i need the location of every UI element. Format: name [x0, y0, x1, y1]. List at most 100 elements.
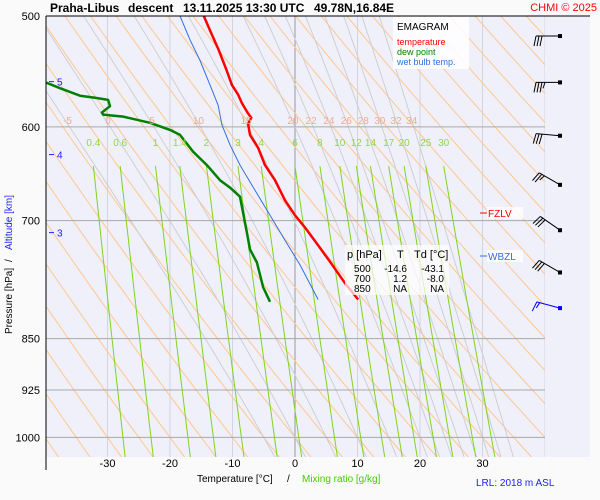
- dry-adiabat-line: [46, 221, 217, 457]
- dry-adiabat-line: [423, 16, 545, 153]
- wind-barb-feather: [532, 133, 537, 144]
- wind-barb-feather: [539, 175, 545, 181]
- wind-barb-feather: [536, 35, 540, 47]
- dry-adiabat-line: [46, 140, 280, 457]
- dry-adiabat-line: [46, 305, 154, 457]
- mixing-ratio-label: 0.6: [113, 138, 127, 149]
- wind-barb-feather: [535, 133, 540, 144]
- dry-adiabat-line: [294, 16, 545, 307]
- copyright: CHMI © 2025: [530, 2, 597, 14]
- wind-barb-feather: [533, 82, 537, 93]
- mixing-ratio-label: 4: [258, 138, 264, 149]
- table-cell: 850: [354, 284, 371, 295]
- pressure-tick-label: 925: [22, 385, 40, 397]
- table-cell: 700: [354, 274, 371, 285]
- table-cell: -8.0: [427, 274, 445, 285]
- altitude-tick-label: 3: [57, 229, 63, 240]
- dry-adiabat-line: [346, 16, 545, 244]
- dry-adiabat-line: [89, 16, 438, 457]
- mixing-ratio-label: 0.4: [86, 138, 100, 149]
- mixing-ratio-line: [443, 166, 496, 457]
- dry-adiabat-line: [46, 62, 343, 457]
- wind-barb-feather: [538, 134, 543, 145]
- temperature-tick-label: 20: [414, 458, 426, 470]
- moist-adiabat-label: 22: [306, 116, 318, 127]
- x-axis-title: Temperature [°C]: [197, 474, 273, 485]
- wind-barb-station-dot: [558, 270, 562, 275]
- temperature-tick-label: -20: [162, 458, 178, 470]
- wbzl-label: WBZL: [488, 252, 516, 263]
- table-header-p: p [hPa]: [347, 249, 382, 261]
- moist-adiabat-label: 5: [149, 116, 155, 127]
- table-cell: -43.1: [421, 264, 444, 275]
- lrl-text: LRL: 2018 m ASL: [476, 478, 555, 489]
- moist-adiabat-label: 24: [323, 116, 335, 127]
- mixing-ratio-label: 2: [204, 138, 210, 149]
- mixing-ratio-line: [179, 166, 217, 457]
- wind-barb-staff: [538, 172, 561, 186]
- dry-adiabat-line: [46, 392, 91, 457]
- table-cell: -14.6: [384, 264, 407, 275]
- dry-adiabat-line: [397, 16, 545, 183]
- mixing-ratio-label: 12: [351, 138, 363, 149]
- wind-barb-feather: [539, 82, 543, 93]
- table-cell: NA: [430, 284, 444, 295]
- value-table: p [hPa] T Td [°C] 500 -14.6 -43.1 700 1.…: [345, 245, 449, 295]
- wind-barb-station-dot: [558, 182, 562, 187]
- fzlv-label: FZLV: [488, 209, 512, 220]
- wind-barb-staff: [538, 260, 561, 273]
- mixing-ratio-label: 8: [317, 138, 323, 149]
- mixing-ratio-line: [260, 166, 303, 457]
- moist-adiabat-line: [187, 16, 398, 457]
- wind-barb: [532, 133, 562, 145]
- wbzl-marker: WBZL: [480, 250, 523, 263]
- x-axis-title-mixing: Mixing ratio [g/kg]: [302, 474, 381, 485]
- wind-barb-feather: [535, 302, 541, 309]
- temperature-tick-label: 10: [351, 458, 363, 470]
- wind-barb: [533, 34, 562, 47]
- x-axis-separator: /: [287, 474, 290, 485]
- moist-adiabat-label: 34: [406, 116, 418, 127]
- mixing-ratio-label: 3: [235, 138, 241, 149]
- temperature-tick-label: 0: [292, 458, 298, 470]
- pressure-tick-label: 1000: [16, 432, 40, 444]
- moist-adiabat-label: 32: [390, 116, 402, 127]
- y-axis-title: Pressure [hPa] / Altitude [km]: [4, 195, 15, 334]
- mixing-ratio-label: 30: [438, 138, 450, 149]
- pressure-tick-label: 850: [22, 334, 40, 346]
- wind-barb-feather: [542, 82, 546, 89]
- dry-adiabat-line: [64, 16, 407, 457]
- mixing-ratio-line: [355, 166, 403, 457]
- moist-adiabat-label: 30: [374, 116, 386, 127]
- chart-labels: -5 0 5 10 15 20 22 24 26 28 30 32 345006007008509251…: [16, 11, 489, 470]
- wind-barb-feather: [532, 216, 541, 224]
- mixing-ratio-line: [205, 166, 245, 457]
- wind-barb-feather: [533, 35, 537, 47]
- mixing-ratio-label: 20: [399, 138, 411, 149]
- mixing-ratio-label: 6: [292, 138, 298, 149]
- table-cell: 500: [354, 264, 371, 275]
- mixing-ratio-line: [388, 166, 437, 457]
- wind-barb-station-dot: [558, 80, 562, 85]
- moist-adiabat-line: [46, 89, 276, 457]
- mixing-ratio-line: [92, 166, 126, 457]
- moist-adiabat-line: [83, 16, 337, 457]
- mixing-ratio-label: 17: [383, 138, 395, 149]
- moist-adiabat-label: 28: [358, 116, 370, 127]
- wind-barb: [533, 80, 562, 93]
- mixing-ratio-line: [370, 166, 418, 457]
- wind-barb-feather: [539, 35, 543, 47]
- wind-barb-staff: [536, 133, 561, 137]
- fzlv-marker: FZLV: [480, 207, 523, 220]
- legend-dew-point: dew point: [397, 47, 436, 57]
- wind-barb-feather: [534, 261, 543, 270]
- pressure-tick-label: 500: [22, 11, 40, 23]
- moist-adiabat-label: 15: [240, 116, 252, 127]
- wind-barb-feather: [536, 82, 540, 93]
- wind-barb-feather: [535, 217, 544, 226]
- y-axis-title-separator: /: [4, 259, 15, 262]
- moist-adiabat-line: [378, 16, 514, 457]
- table-header-t: T: [397, 249, 404, 261]
- dry-adiabat-line: [115, 16, 470, 457]
- mixing-ratio-line: [339, 166, 386, 457]
